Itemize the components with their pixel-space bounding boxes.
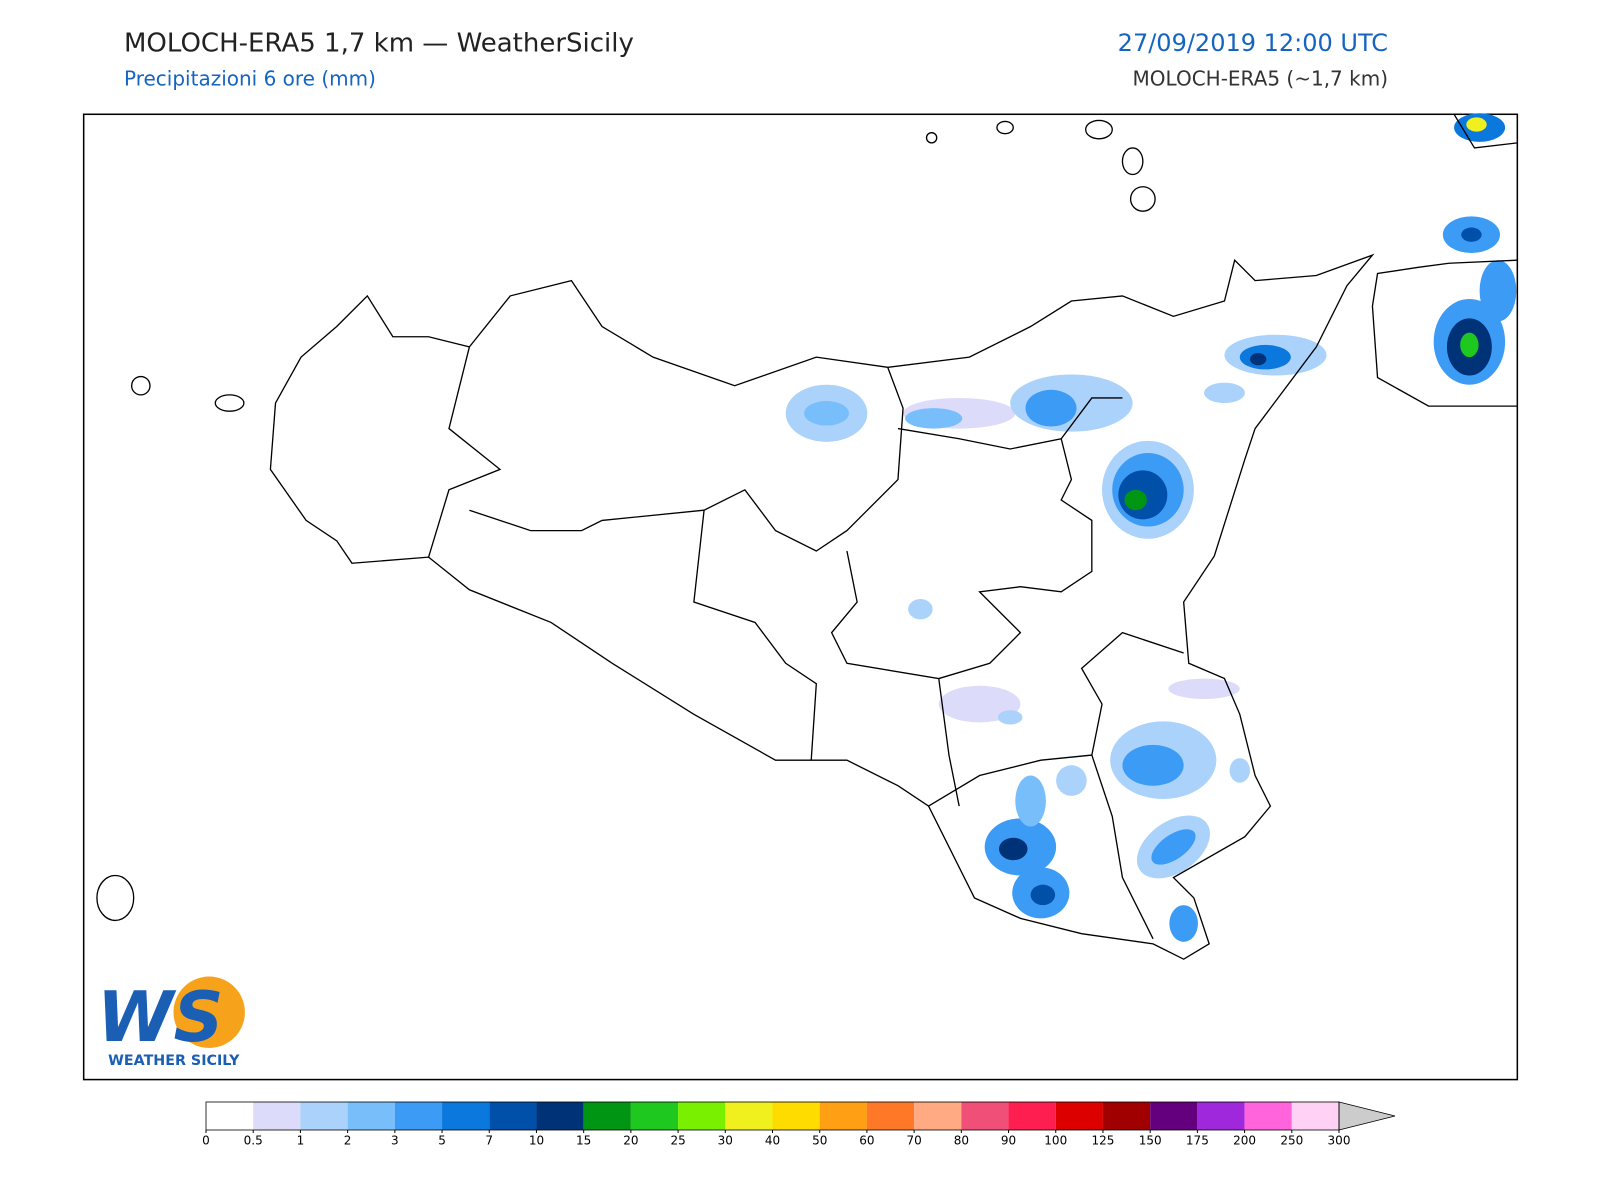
map: WS WEATHER SICILY [82, 113, 1519, 1081]
colorbar-tick-label: 70 [906, 1134, 921, 1148]
colorbar-bin [489, 1102, 537, 1130]
colorbar-tick-label: 200 [1233, 1134, 1256, 1148]
logo-initials: WS [97, 978, 224, 1058]
logo-name: WEATHER SICILY [108, 1053, 240, 1069]
colorbar-bin [961, 1102, 1009, 1130]
colorbar-tick-label: 0.5 [244, 1134, 263, 1148]
colorbar-tick-label: 10 [529, 1134, 544, 1148]
colorbar-tick-label: 250 [1280, 1134, 1303, 1148]
colorbar-tick-label: 300 [1328, 1134, 1351, 1148]
colorbar-bin [347, 1102, 395, 1130]
logo-sun [173, 976, 245, 1048]
colorbar-tick-label: 100 [1044, 1134, 1067, 1148]
colorbar-bin [819, 1102, 867, 1130]
colorbar-bin [442, 1102, 490, 1130]
map-frame [82, 113, 1519, 1081]
colorbar-tick-label: 40 [765, 1134, 780, 1148]
title: MOLOCH-ERA5 1,7 km — WeatherSicily [124, 29, 634, 59]
colorbar-bin [866, 1102, 915, 1130]
subtitle: Precipitazioni 6 ore (mm) [124, 67, 376, 91]
colorbar-tick-label: 25 [670, 1134, 685, 1148]
colorbar-tick-label: 1 [297, 1134, 305, 1148]
datetime: 27/09/2019 12:00 UTC [1118, 29, 1388, 57]
colorbar-tick-label: 30 [718, 1134, 733, 1148]
colorbar-bin [253, 1102, 301, 1130]
colorbar-tick-label: 150 [1139, 1134, 1162, 1148]
logo: WS WEATHER SICILY [97, 976, 245, 1069]
colorbar-extend [1338, 1101, 1396, 1131]
colorbar-bin [772, 1102, 820, 1130]
colorbar-bin [1150, 1102, 1198, 1130]
colorbar-bin [1244, 1102, 1292, 1130]
colorbar-bin [300, 1102, 348, 1130]
colorbar-bin [394, 1102, 443, 1130]
colorbar-tick-label: 0 [202, 1134, 210, 1148]
colorbar-tick-label: 80 [954, 1134, 969, 1148]
colorbar-bin [536, 1102, 584, 1130]
province-borders [427, 346, 1184, 940]
colorbar-tick-label: 60 [859, 1134, 874, 1148]
colorbar: 0 0.5 1 2 3 5 7 10 15 20 25 30 40 50 60 70 80 90 100 125 150… [202, 1101, 1396, 1148]
colorbar-bin [206, 1102, 254, 1130]
colorbar-tick-label: 15 [576, 1134, 591, 1148]
colorbar-bin [678, 1102, 726, 1130]
colorbar-bin [914, 1102, 962, 1130]
model-label: MOLOCH-ERA5 (~1,7 km) [1133, 67, 1388, 91]
colorbar-tick-label: 50 [812, 1134, 827, 1148]
colorbar-bin [1197, 1102, 1245, 1130]
colorbar-bin [583, 1102, 631, 1130]
colorbar-bin [1102, 1102, 1151, 1130]
colorbar-bin [725, 1102, 773, 1130]
colorbar-tick-label: 2 [344, 1134, 352, 1148]
colorbar-tick-label: 175 [1186, 1134, 1209, 1148]
calabria-coast [1371, 113, 1518, 407]
precipitation [785, 113, 1517, 942]
sicily-coast [269, 253, 1375, 960]
colorbar-bin [1008, 1102, 1056, 1130]
colorbar-bin [1055, 1102, 1103, 1130]
colorbar-tick-label: 7 [485, 1134, 493, 1148]
colorbar-tick-label: 125 [1092, 1134, 1115, 1148]
islands [96, 119, 1156, 922]
colorbar-tick-label: 20 [623, 1134, 638, 1148]
colorbar-bin [1291, 1102, 1339, 1130]
colorbar-tick-label: 5 [438, 1134, 446, 1148]
colorbar-tick-label: 90 [1001, 1134, 1016, 1148]
colorbar-tick-label: 3 [391, 1134, 399, 1148]
colorbar-bin [630, 1102, 679, 1130]
